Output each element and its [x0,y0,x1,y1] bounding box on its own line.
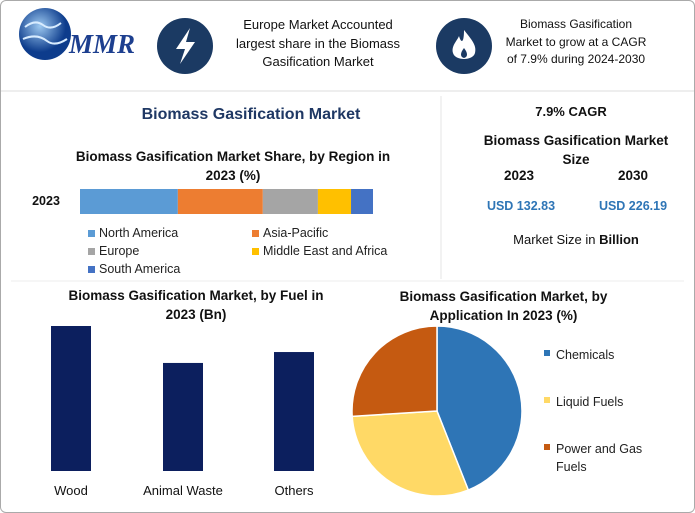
bar [274,352,314,471]
main-title: Biomass Gasification Market [141,106,361,123]
unit: Billion [599,232,639,247]
pie-slice [351,410,470,497]
legend-label: Middle East and Africa [263,244,388,258]
logo-lines [22,21,68,45]
chart-title: Biomass Gasification Market, by Fuel in … [68,288,324,322]
legend-swatch [544,444,550,450]
year: 2023 [503,168,535,183]
x-tick-label: Others [274,483,314,498]
note: Market Size in [513,232,596,247]
legend-swatch [88,230,95,237]
bar-segment [262,189,318,214]
legend-swatch [252,248,259,255]
chart-title: Biomass Gasification Market, by Applicat… [399,289,608,323]
bar-segment [351,189,373,214]
legend-swatch [88,266,95,273]
highlight: Europe Market Accounted largest share in… [235,17,401,69]
logo-text: MMR [69,29,136,59]
x-tick-label: Animal Waste [143,483,223,498]
legend-label: South America [99,262,181,276]
legend-label: Liquid Fuels [556,395,624,409]
legend-label: Power and Gas Fuels [556,442,643,474]
highlight: Biomass Gasification Market to grow at a… [505,17,647,66]
x-tick-label: Wood [54,483,88,498]
legend-swatch [88,248,95,255]
bar-segment [177,189,263,214]
bar [163,362,203,471]
legend-label: Asia-Pacific [263,226,329,240]
legend-swatch [544,350,550,356]
size-note: Market Size in Billion [471,232,681,247]
pie-slice [351,325,438,418]
legend-label: North America [99,226,179,240]
logo-globe [19,8,71,60]
legend-swatch [544,397,550,403]
bar [51,326,91,471]
pie-slice [436,325,523,492]
size-value: USD 226.19 [598,199,668,213]
bar-segment [317,189,352,214]
lightning-icon [176,28,195,64]
chart-title: Biomass Gasification Market Share, by Re… [75,149,391,183]
legend-label: Europe [99,244,140,258]
cagr: 7.9% CAGR [535,104,607,119]
legend-swatch [252,230,259,237]
size-value: USD 132.83 [486,199,556,213]
size-title: Biomass Gasification Market Size [483,133,669,167]
y-tick-label: 2023 [32,194,60,208]
legend-label: Chemicals [556,348,615,362]
year: 2030 [617,168,649,183]
flame-icon [452,30,476,59]
bar-segment [80,189,178,214]
